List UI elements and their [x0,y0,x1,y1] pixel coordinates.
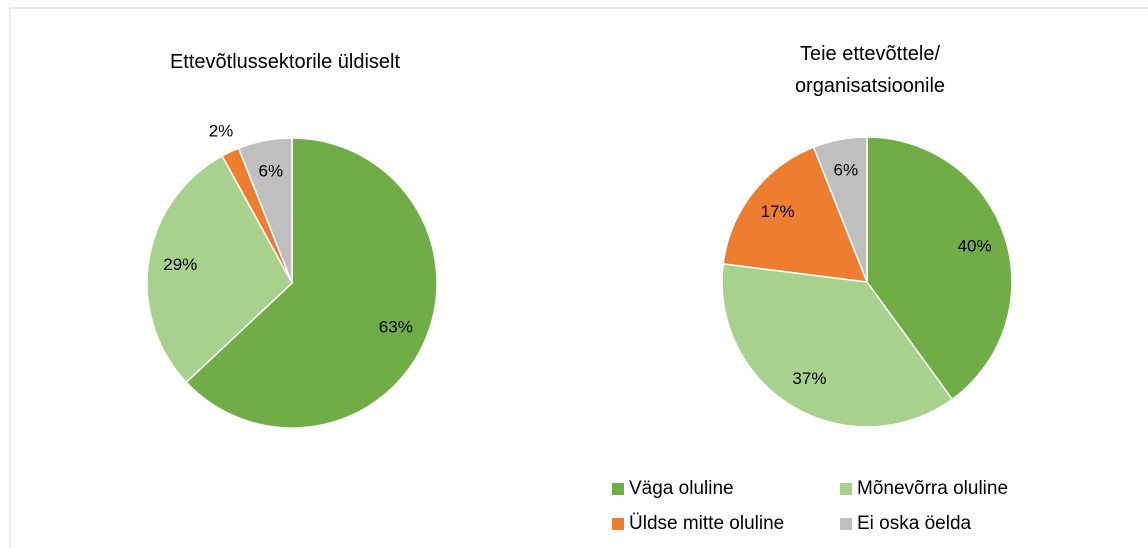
pie-slice [721,262,954,428]
pie-slice [722,146,869,283]
chart-title: Ettevõtlussektorile üldiselt [169,51,401,73]
pie-slice [866,136,1013,401]
legend-swatch [612,518,624,530]
legend-label: Mõnevõrra oluline [857,478,1008,499]
data-label: 17% [761,202,795,221]
data-label: 37% [792,369,826,388]
legend-swatch [840,483,852,495]
data-label: 6% [259,161,284,180]
frame [9,7,1148,548]
legend-label: Väga oluline [629,478,734,499]
pie-slice [812,136,868,283]
data-label: 6% [834,160,859,179]
pie-slice [237,137,293,284]
legend-label: Üldse mitte oluline [629,513,784,534]
legend-swatch [612,483,624,495]
data-label: 29% [163,255,197,274]
data-label: 63% [379,317,413,336]
pie-slice [185,137,438,429]
legend-swatch [840,518,852,530]
data-label: 2% [209,122,234,141]
chart-title: Teie ettevõttele/ organisatsioonile [794,43,946,97]
legend-label: Ei oska öelda [857,513,972,534]
data-label: 40% [958,237,992,256]
pie-slice [146,154,293,384]
